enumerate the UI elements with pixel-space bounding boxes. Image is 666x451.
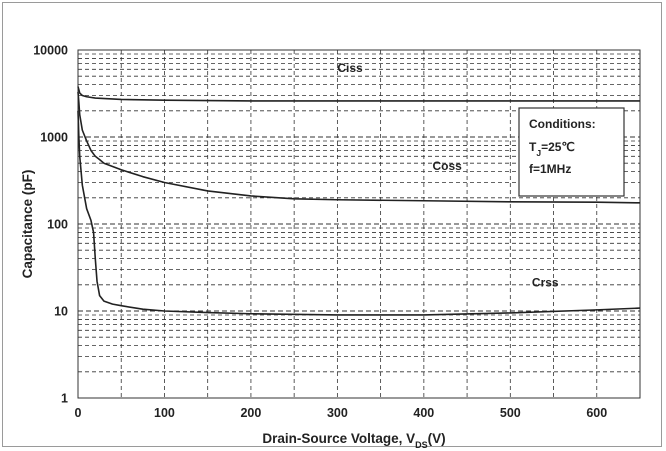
legend-title: Conditions: [529,117,596,131]
series-line-ciss [77,86,640,102]
x-tick-label: 400 [413,406,434,420]
y-axis-title: Capacitance (pF) [20,170,35,279]
y-tick-label: 10000 [33,44,68,58]
legend: Conditions: TJ=25℃ f=1MHz [518,107,625,197]
series [77,86,641,316]
x-tick-label: 500 [500,406,521,420]
series-label-crss: Crss [532,276,559,290]
chart-frame [2,2,662,447]
series-labels: Ciss Coss Crss [337,61,559,290]
y-tick-label: 100 [47,218,68,232]
legend-box [518,107,625,197]
plot-area [77,49,641,399]
x-tick-label: 200 [240,406,261,420]
y-tick-label: 1000 [40,131,68,145]
legend-line-freq: f=1MHz [529,162,571,176]
y-tick-label: 10 [54,305,68,319]
legend-line-tj: TJ=25℃ [529,140,575,158]
series-line-crss [77,110,641,316]
x-tick-label: 0 [75,406,82,420]
series-line-coss [77,91,641,204]
grid [78,49,641,399]
x-axis-title: Drain-Source Voltage, VDS(V) [262,431,445,450]
x-tick-label: 600 [586,406,607,420]
series-label-ciss: Ciss [337,61,363,75]
series-label-coss: Coss [432,159,462,173]
ticks: 0 100 200 300 400 500 600 1 10 100 1000 10000 [33,44,607,421]
x-tick-label: 100 [154,406,175,420]
x-tick-label: 300 [327,406,348,420]
y-tick-label: 1 [61,392,68,406]
